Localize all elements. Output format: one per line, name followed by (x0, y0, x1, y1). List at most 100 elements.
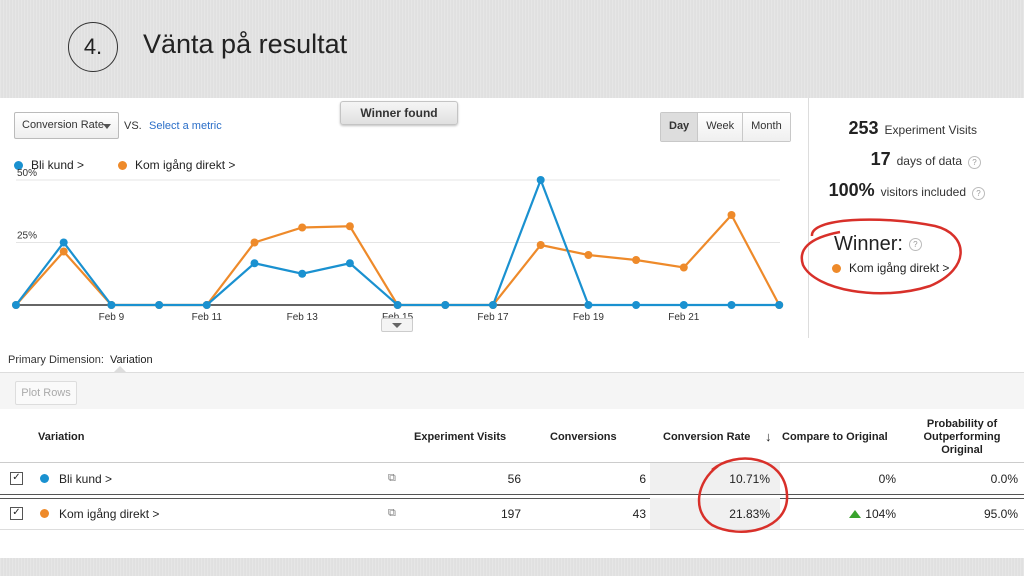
data-point (584, 251, 593, 259)
data-point (202, 301, 211, 309)
primary-dimension-value[interactable]: Variation (109, 354, 153, 366)
stat-label: visitors included (880, 185, 966, 199)
data-point (393, 301, 402, 309)
metric-select[interactable]: Conversion Rate (14, 112, 119, 139)
preview-icon[interactable]: ⧉ (388, 472, 396, 484)
data-point (632, 256, 641, 264)
legend-item-series-b: Kom igång direkt > (118, 158, 235, 172)
series-dot-icon (40, 474, 49, 483)
plot-rows-button[interactable]: Plot Rows (15, 381, 77, 405)
data-point (298, 269, 307, 278)
day-button[interactable]: Day (661, 113, 698, 141)
select-metric-link[interactable]: Select a metric (149, 120, 222, 132)
collapse-chart-toggle[interactable] (381, 318, 413, 332)
help-icon[interactable]: ? (968, 156, 981, 169)
header-visits[interactable]: Experiment Visits (414, 431, 507, 443)
legend-dot-icon (118, 160, 127, 170)
rate-cell: 21.83% (729, 507, 770, 521)
header-compare[interactable]: Compare to Original (782, 431, 888, 443)
conversions-cell: 6 (639, 472, 646, 486)
x-tick-label: Feb 21 (668, 312, 700, 323)
slide-title: Vänta på resultat (143, 29, 348, 59)
rate-cell: 10.71% (729, 472, 770, 486)
x-tick-label: Feb 15 (382, 312, 414, 323)
chart-area: Conversion Rate VS. Select a metric Winn… (0, 98, 1024, 343)
month-button[interactable]: Month (742, 113, 790, 141)
legend-item-series-a: Bli kund > (14, 158, 84, 172)
data-point (441, 301, 450, 309)
arrow-up-icon (849, 510, 862, 518)
winner-variation: Kom igång direkt > (832, 261, 949, 275)
probability-cell: 0.0% (990, 472, 1018, 486)
table-row: ✓ Kom igång direkt > ⧉ 197 43 21.83% 104… (0, 498, 1024, 529)
stat-number: 100% (828, 180, 875, 200)
preview-icon[interactable]: ⧉ (388, 507, 396, 519)
table-header: Variation Experiment Visits Conversions … (0, 412, 1024, 463)
pointer-triangle-icon (114, 366, 126, 372)
summary-panel: 253 Experiment Visits 17 days of data ? … (808, 98, 1024, 338)
legend-label: Bli kund > (31, 158, 85, 172)
row-divider (0, 494, 1024, 499)
winner-found-badge: Winner found (340, 101, 458, 125)
help-icon[interactable]: ? (908, 238, 922, 251)
table-row: ✓ Bli kund > ⧉ 56 6 10.71% 0% 0.0% (0, 463, 1024, 494)
series-dot-icon (40, 509, 49, 518)
variation-cell: Kom igång direkt > (40, 507, 159, 521)
data-point (536, 176, 545, 184)
stat-visitors: 100% visitors included ? (829, 180, 985, 201)
range-button-group: Day Week Month (660, 112, 791, 142)
compare-value: 104% (865, 507, 896, 521)
x-tick-label: Feb 11 (192, 312, 223, 323)
x-tick-label: Feb 13 (287, 312, 319, 323)
step-number: 4. (68, 22, 118, 72)
sort-down-arrow-icon: ↓ (765, 429, 772, 444)
data-point (298, 223, 307, 232)
variation-name[interactable]: Bli kund > (59, 472, 113, 486)
variation-cell: Bli kund > (40, 472, 112, 486)
winner-name: Kom igång direkt > (849, 261, 950, 275)
header-rate[interactable]: Conversion Rate (663, 431, 751, 443)
data-point (345, 222, 354, 231)
stat-label: days of data (896, 154, 962, 168)
header-prob-line: Probability of (926, 418, 998, 430)
header-variation[interactable]: Variation (38, 431, 85, 443)
header-probability[interactable]: Probability of Outperforming Original (922, 418, 1002, 457)
header-conversions[interactable]: Conversions (550, 431, 617, 443)
row-checkbox[interactable]: ✓ (10, 472, 23, 485)
data-point (250, 259, 259, 268)
visits-cell: 197 (500, 507, 521, 521)
stat-days: 17 days of data ? (871, 149, 981, 170)
visits-cell: 56 (507, 472, 521, 486)
header-prob-line: Outperforming (923, 431, 1001, 443)
x-tick-label: Feb 9 (99, 312, 125, 323)
variation-name[interactable]: Kom igång direkt > (59, 507, 160, 521)
conversions-cell: 43 (632, 507, 646, 521)
metric-select-label: Conversion Rate (22, 119, 104, 131)
winner-heading: Winner: ? (834, 233, 922, 256)
data-point (345, 259, 354, 268)
stat-number: 17 (870, 149, 891, 169)
table-toolbar: Plot Rows (0, 372, 1024, 409)
vs-label: VS. (124, 120, 142, 132)
week-button[interactable]: Week (697, 113, 743, 141)
help-icon[interactable]: ? (972, 187, 985, 200)
primary-dimension: Primary Dimension: Variation (8, 354, 153, 366)
data-point (59, 238, 68, 247)
data-point (155, 301, 164, 309)
data-point (489, 301, 497, 309)
stat-number: 253 (848, 118, 879, 138)
legend-label: Kom igång direkt > (135, 158, 236, 172)
data-point (632, 301, 641, 309)
winner-label: Winner: (834, 233, 903, 255)
y-tick-label: 50% (17, 168, 37, 179)
y-tick-label: 25% (17, 231, 37, 242)
data-point (12, 301, 20, 309)
primary-dimension-label: Primary Dimension: (8, 354, 104, 366)
stat-label: Experiment Visits (884, 123, 977, 137)
data-point (775, 301, 784, 309)
compare-cell: 104% (849, 507, 896, 521)
data-point (679, 301, 688, 309)
probability-cell: 95.0% (983, 507, 1018, 521)
experiment-panel: Conversion Rate VS. Select a metric Winn… (0, 98, 1024, 558)
row-checkbox[interactable]: ✓ (10, 507, 23, 520)
